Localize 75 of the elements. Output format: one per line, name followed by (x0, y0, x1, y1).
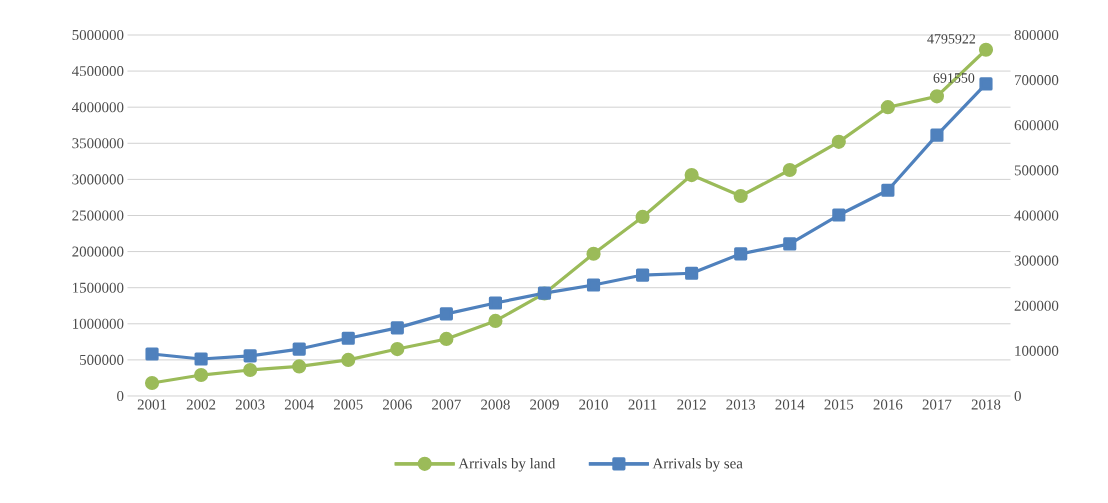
point (684, 167, 699, 183)
point (782, 162, 797, 178)
point (243, 349, 257, 363)
point (929, 89, 945, 104)
point (292, 342, 306, 356)
point (390, 341, 405, 357)
x-tick-label: 2010 (579, 399, 608, 410)
x-tick-label: 2015 (824, 399, 854, 410)
y2-tick-label: 0 (1014, 390, 1021, 402)
y2-tick-label: 200000 (1014, 300, 1059, 311)
point (341, 331, 355, 345)
x-tick-label: 2007 (432, 399, 461, 410)
x-tick-label: 2018 (971, 399, 1001, 410)
x-tick-label: 2008 (481, 399, 510, 410)
point (194, 367, 209, 383)
point (144, 375, 160, 391)
y2-tick-label: 500000 (1014, 165, 1059, 176)
x-tick-label: 2001 (137, 399, 167, 410)
point (832, 208, 846, 222)
x-tick-label: 2016 (873, 399, 903, 410)
point (930, 128, 944, 142)
y-tick-label: 1000000 (73, 318, 124, 329)
point (488, 313, 503, 328)
y-tick-label: 4000000 (71, 102, 124, 113)
y2-tick-label: 800000 (1014, 29, 1059, 41)
point (881, 183, 895, 197)
legend-label: Arrivals by sea (652, 457, 743, 472)
point (979, 77, 993, 91)
legend-label: Arrivals by land (458, 457, 556, 472)
point (194, 352, 208, 366)
point (341, 352, 356, 367)
y-tick-label: 4500000 (71, 66, 124, 77)
x-tick-label: 2014 (775, 399, 805, 410)
y-tick-label: 2000000 (72, 246, 124, 257)
point (390, 321, 404, 335)
point (586, 278, 601, 292)
y-tick-label: 1500000 (73, 282, 124, 293)
x-tick-label: 2006 (383, 399, 412, 410)
y2-tick-label: 600000 (1014, 120, 1059, 131)
y-tick-label: 3000000 (72, 174, 124, 185)
y-tick-label: 5000000 (72, 29, 124, 41)
point (586, 246, 601, 261)
x-tick-label: 2009 (530, 399, 559, 410)
point (880, 100, 895, 115)
point (733, 188, 748, 204)
x-tick-label: 2011 (628, 399, 657, 410)
x-tick-label: 2012 (677, 399, 706, 410)
point (831, 134, 846, 149)
y-tick-label: 2500000 (72, 210, 124, 221)
point (635, 209, 650, 225)
y2-tick-label: 100000 (1015, 345, 1059, 356)
y-tick-label: 3500000 (72, 138, 124, 149)
y-tick-label: 0 (117, 390, 124, 402)
point (243, 362, 258, 378)
point (734, 247, 748, 261)
data-label: 4795922 (927, 34, 976, 44)
point (685, 266, 699, 280)
x-tick-label: 2017 (922, 399, 952, 410)
point (145, 347, 159, 361)
y2-tick-label: 400000 (1014, 210, 1059, 221)
point (636, 268, 650, 282)
x-tick-label: 2005 (333, 399, 363, 410)
point (439, 307, 453, 321)
x-tick-label: 2003 (235, 399, 265, 410)
point (978, 42, 994, 57)
y-tick-label: 500000 (80, 354, 124, 365)
y2-tick-label: 300000 (1014, 255, 1059, 266)
point (488, 296, 503, 310)
point (292, 359, 307, 374)
point (783, 237, 797, 251)
x-tick-label: 2013 (726, 399, 756, 410)
y2-tick-label: 700000 (1015, 75, 1059, 86)
x-tick-label: 2002 (186, 399, 216, 410)
point (439, 331, 454, 347)
x-tick-label: 2004 (284, 399, 314, 410)
